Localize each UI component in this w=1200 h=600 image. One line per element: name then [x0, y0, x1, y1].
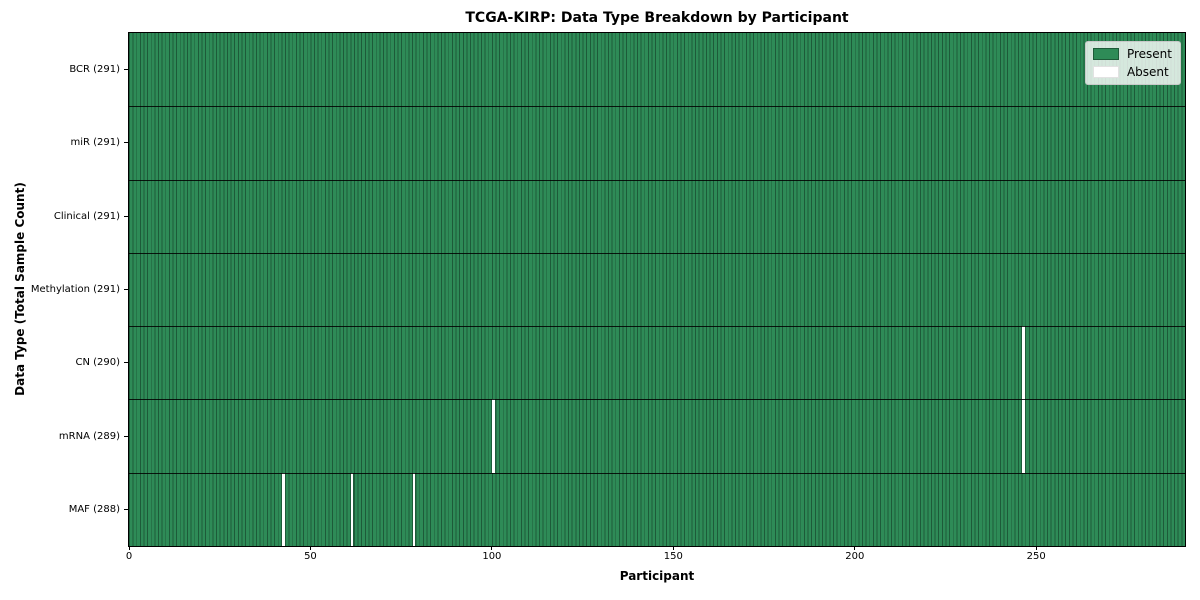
- x-tick-mark: [128, 546, 130, 550]
- legend-swatch-present: [1092, 48, 1119, 60]
- y-tick-label-BCR: BCR (291): [69, 64, 120, 76]
- y-tick-mark: [124, 362, 129, 364]
- row-separator: [129, 399, 1185, 401]
- y-tick-mark: [124, 215, 129, 217]
- plot-area: Present Absent: [129, 33, 1185, 546]
- x-tick-label-150: 150: [663, 551, 683, 562]
- absent-bar-mRNA-246: [1021, 399, 1026, 473]
- x-tick-label-250: 250: [1026, 551, 1046, 562]
- y-tick-label-CN: CN (290): [75, 357, 120, 369]
- absent-bar-MAF-42: [280, 472, 286, 546]
- legend-item-present: Present: [1092, 47, 1172, 61]
- row-separator: [129, 106, 1185, 108]
- row-separator: [129, 252, 1185, 254]
- x-axis-title: Participant: [619, 569, 695, 583]
- legend: Present Absent: [1084, 41, 1181, 85]
- y-tick-label-mRNA: mRNA (289): [58, 430, 120, 442]
- x-tick-mark: [672, 546, 674, 550]
- x-tick-mark: [1035, 546, 1037, 550]
- absent-bar-CN-246: [1021, 326, 1026, 400]
- y-tick-label-MAF: MAF (288): [68, 503, 120, 515]
- row-separator: [129, 472, 1185, 474]
- absent-bar-MAF-78: [411, 472, 417, 546]
- x-tick-label-50: 50: [304, 551, 317, 562]
- legend-label-present: Present: [1126, 47, 1172, 61]
- y-tick-mark: [124, 289, 129, 290]
- y-tick-mark: [124, 508, 129, 510]
- x-tick-label-100: 100: [482, 551, 502, 562]
- y-tick-mark: [124, 435, 129, 437]
- absent-bar-mRNA-100: [491, 399, 496, 473]
- legend-label-absent: Absent: [1126, 65, 1169, 79]
- chart-title: TCGA-KIRP: Data Type Breakdown by Partic…: [465, 10, 849, 26]
- legend-swatch-absent: [1092, 66, 1119, 78]
- x-tick-mark: [309, 546, 311, 550]
- row-separator: [129, 326, 1185, 328]
- absent-bar-MAF-61: [349, 472, 355, 546]
- x-tick-label-0: 0: [125, 551, 133, 562]
- y-tick-label-Clinical: Clinical (291): [53, 210, 120, 222]
- y-tick-mark: [124, 69, 129, 71]
- x-tick-mark: [491, 546, 493, 550]
- y-tick-label-Methylation: Methylation (291): [30, 284, 120, 295]
- x-tick-label-200: 200: [845, 551, 865, 562]
- y-tick-label-miR: miR (291): [70, 137, 120, 149]
- row-separator: [129, 179, 1185, 181]
- y-tick-mark: [124, 142, 129, 144]
- legend-item-absent: Absent: [1092, 65, 1172, 79]
- x-tick-mark: [854, 546, 856, 550]
